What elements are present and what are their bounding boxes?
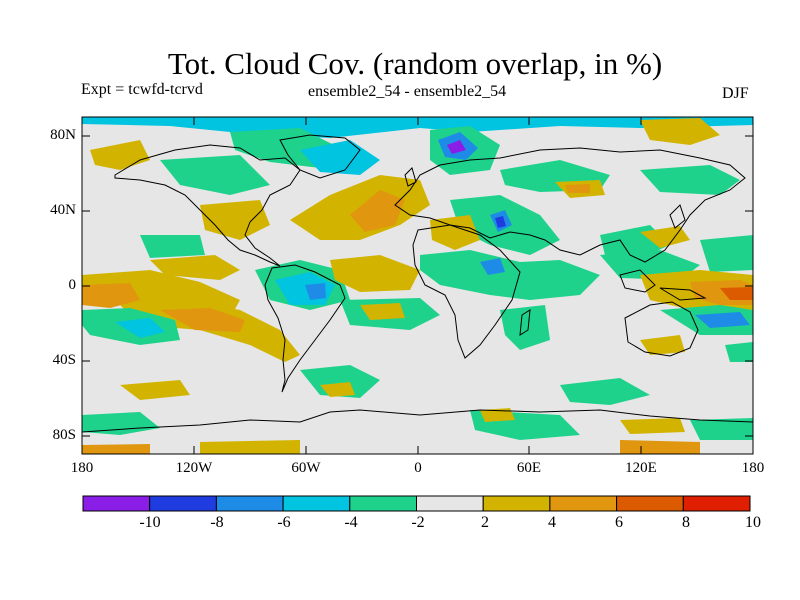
- anomaly-region: [120, 380, 190, 400]
- anomaly-region: [115, 318, 165, 338]
- colorbar-label: -10: [139, 514, 161, 531]
- coastline-eurasia: [394, 147, 746, 263]
- anomaly-region: [320, 382, 355, 397]
- colorbar-swatch: [149, 495, 217, 512]
- anomaly-region: [82, 412, 160, 435]
- lat-label-40s: 40S: [52, 352, 76, 368]
- anomaly-region: [495, 216, 506, 228]
- colorbar-swatch: [549, 495, 618, 512]
- colorbar-swatch: [482, 495, 551, 512]
- colorbar-label: 6: [615, 514, 623, 531]
- colorbar-label: -6: [277, 514, 291, 531]
- anomaly-region: [200, 200, 270, 240]
- anomaly-region: [560, 378, 650, 405]
- colorbar-swatch: [349, 495, 417, 512]
- anomaly-region: [500, 305, 550, 350]
- lon-label-60w: 60W: [291, 460, 321, 476]
- anomaly-region: [640, 226, 690, 248]
- anomaly-region: [140, 235, 205, 258]
- coastline-north-america: [114, 144, 301, 267]
- lat-label-80s: 80S: [52, 427, 76, 443]
- anomaly-region: [300, 365, 380, 398]
- colorbar-label: 10: [745, 514, 761, 531]
- anomaly-region: [360, 303, 405, 320]
- coastline-greenland: [279, 134, 361, 179]
- colorbar-label: 8: [682, 514, 690, 531]
- coastline-madagascar: [519, 309, 531, 336]
- lon-label-0: 0: [414, 460, 422, 476]
- anomaly-region: [640, 165, 740, 195]
- anomaly-region: [690, 418, 753, 440]
- coastline-japan: [669, 204, 686, 229]
- anomaly-region: [640, 335, 685, 355]
- experiment-label: Expt = tcwfd-tcrvd: [81, 81, 203, 98]
- anomaly-region: [725, 342, 753, 362]
- lon-label-120e: 120E: [625, 460, 657, 476]
- lon-label-120w: 120W: [175, 460, 213, 476]
- colorbar-swatch: [82, 495, 151, 512]
- anomaly-contours: [82, 117, 753, 454]
- season-label: DJF: [722, 85, 749, 102]
- colorbar: [82, 495, 751, 512]
- anomaly-region: [640, 118, 720, 145]
- colorbar-label: 4: [548, 514, 556, 531]
- ensemble-label: ensemble2_54 - ensemble2_54: [308, 83, 507, 100]
- anomaly-region: [300, 140, 380, 175]
- anomaly-region: [160, 155, 270, 195]
- lat-label-80n: 80N: [50, 127, 76, 143]
- colorbar-swatch: [616, 495, 684, 512]
- anomaly-region: [430, 215, 480, 250]
- lon-label-180e: 180: [741, 460, 765, 476]
- lat-label-40n: 40N: [50, 202, 76, 218]
- colorbar-swatch: [215, 495, 284, 512]
- lon-label-60e: 60E: [516, 460, 542, 476]
- map-ticks: [82, 117, 753, 454]
- anomaly-region: [120, 300, 300, 362]
- anomaly-region: [447, 140, 466, 154]
- colorbar-swatch: [416, 495, 484, 512]
- coastline-indonesia: [619, 269, 707, 301]
- anomaly-region: [305, 283, 326, 300]
- anomaly-region: [82, 283, 140, 308]
- anomaly-region: [620, 440, 700, 454]
- lat-label-0: 0: [68, 277, 77, 293]
- anomaly-region: [160, 308, 245, 332]
- anomaly-region: [200, 440, 300, 454]
- colorbar-swatch: [282, 495, 351, 512]
- coastline-uk: [404, 167, 417, 187]
- colorbar-label: -8: [210, 514, 224, 531]
- coastlines: [82, 134, 753, 433]
- lon-label-180w: 180: [70, 460, 94, 476]
- coastline-africa: [412, 224, 521, 359]
- anomaly-region: [700, 235, 753, 272]
- coastline-antarctica: [82, 409, 753, 433]
- coastline-australia: [624, 301, 699, 357]
- anomaly-region: [350, 190, 405, 232]
- anomaly-region: [620, 418, 685, 434]
- colorbar-label: -4: [344, 514, 358, 531]
- anomaly-region: [150, 255, 240, 280]
- plot-title: Tot. Cloud Cov. (random overlap, in %): [167, 46, 663, 81]
- anomaly-region: [420, 250, 600, 300]
- colorbar-label: -2: [411, 514, 425, 531]
- anomaly-region: [480, 258, 505, 275]
- coastline-south-america: [264, 264, 346, 393]
- anomaly-region: [565, 184, 590, 193]
- colorbar-label: 2: [481, 514, 489, 531]
- anomaly-region: [720, 287, 753, 300]
- anomaly-region: [695, 312, 750, 328]
- anomaly-region: [330, 255, 420, 292]
- anomaly-region: [82, 444, 150, 454]
- colorbar-swatch: [682, 495, 751, 512]
- anomaly-region: [480, 408, 515, 422]
